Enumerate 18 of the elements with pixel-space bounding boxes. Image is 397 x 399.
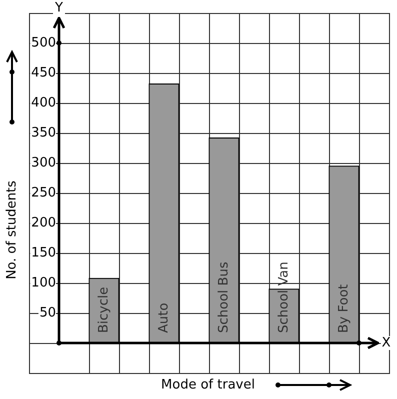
y-tick-label: 400 — [31, 95, 56, 110]
x-tick-label: By Foot — [336, 284, 352, 333]
x-tick-label: Auto — [156, 302, 172, 333]
y-tick-label: 500 — [31, 35, 56, 50]
annotation: X — [382, 335, 391, 350]
y-tick-label: 100 — [31, 275, 56, 290]
y-tick-label: 250 — [31, 185, 56, 200]
y-tick-label: 150 — [31, 245, 56, 260]
y-tick-label: 350 — [31, 125, 56, 140]
y-tick-label: 50 — [39, 305, 56, 320]
annotation: Y — [54, 0, 64, 16]
y-tick-label: 200 — [31, 215, 56, 230]
x-tick-label: Bicycle — [96, 286, 112, 333]
y-tick-label: 300 — [31, 155, 56, 170]
x-axis-title: Mode of travel — [161, 377, 255, 392]
y-axis-title: No. of students — [4, 180, 20, 280]
y-tick-label: 450 — [31, 65, 56, 80]
x-tick-label: School Bus — [216, 262, 232, 333]
